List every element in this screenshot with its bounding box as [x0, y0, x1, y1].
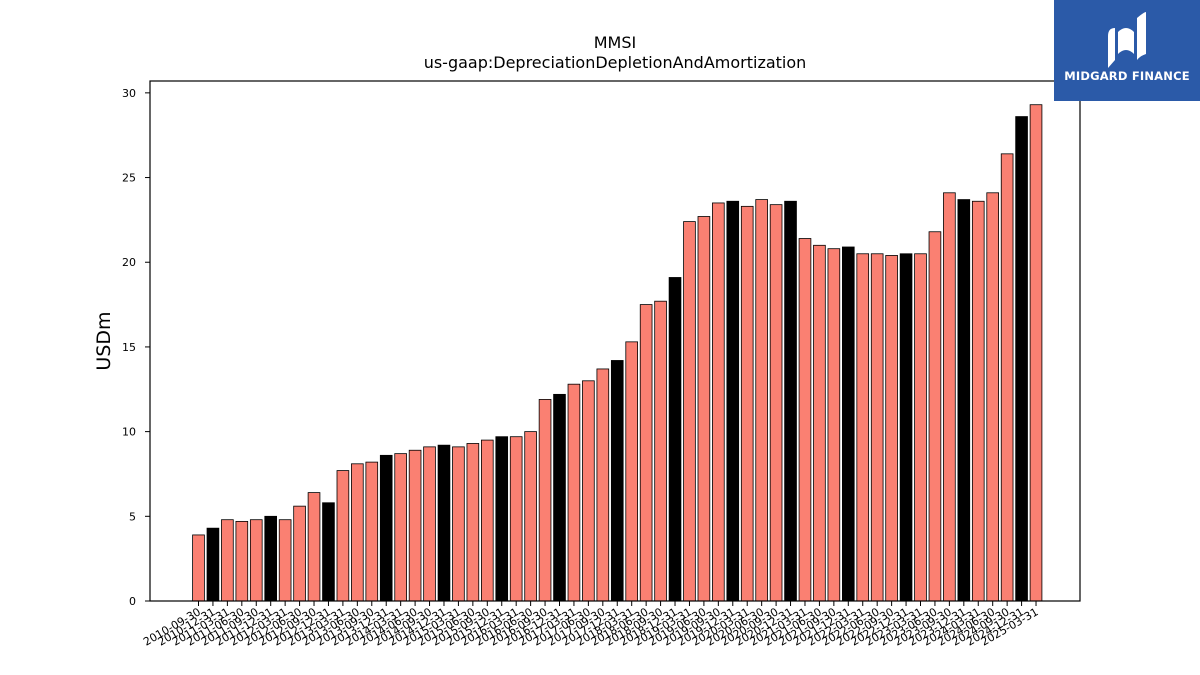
bar-2020-12-31: [784, 200, 797, 602]
bar-2021-03-31: [798, 238, 812, 602]
bar-2012-12-31: [322, 502, 335, 602]
bar-2019-12-31: [726, 200, 740, 602]
bar-2011-06-30: [235, 520, 249, 602]
bar-2021-09-30: [827, 248, 841, 602]
y-axis: 0 5 10 15 20 25 30: [122, 87, 150, 608]
bar-2020-03-31: [740, 205, 754, 602]
y-tick-label: 30: [122, 87, 136, 100]
bar-2024-03-31: [971, 200, 985, 602]
bar-2018-06-30: [639, 304, 653, 602]
bar-2011-09-30: [249, 519, 263, 602]
bar-2022-09-30: [885, 255, 898, 602]
bar-2023-06-30: [928, 231, 942, 602]
bar-2014-03-31: [394, 453, 407, 602]
bar-2024-06-30: [986, 192, 999, 602]
bar-2011-03-31: [221, 519, 234, 602]
bar-2018-09-30: [654, 300, 667, 602]
y-tick-label: 25: [122, 172, 136, 185]
bar-2016-06-30: [524, 431, 537, 602]
bar-2023-03-31: [914, 253, 927, 602]
bar-2022-03-31: [856, 253, 870, 602]
chart-subtitle: us-gaap:DepreciationDepletionAndAmortiza…: [424, 53, 807, 72]
bar-2013-03-31: [336, 470, 350, 602]
bar-2016-09-30: [538, 399, 552, 602]
bar-2015-09-30: [480, 439, 494, 602]
bar-2019-03-31: [683, 221, 696, 602]
x-axis: 2010-09-302010-12-312011-03-312011-06-30…: [141, 601, 1041, 649]
bar-2021-06-30: [813, 244, 826, 602]
bar-2017-09-30: [596, 368, 610, 602]
bar-2017-12-31: [610, 360, 624, 602]
bar-2023-12-31: [957, 199, 971, 602]
bar-2024-12-31: [1015, 116, 1028, 602]
y-tick-label: 20: [122, 256, 136, 269]
bar-2019-09-30: [712, 202, 725, 602]
bar-2012-06-30: [293, 505, 306, 602]
midgard-logo-icon: [1108, 12, 1146, 68]
bar-2025-03-31: [1029, 104, 1043, 602]
bar-2017-06-30: [582, 380, 595, 602]
bar-2013-12-31: [379, 454, 393, 602]
bar-2020-06-30: [755, 199, 768, 602]
logo-text: MIDGARD FINANCE: [1064, 69, 1190, 83]
bar-2018-03-31: [625, 341, 638, 602]
y-tick-label: 15: [122, 341, 136, 354]
bar-2016-03-31: [509, 436, 523, 602]
bar-2024-09-30: [1000, 153, 1014, 602]
y-tick-label: 10: [122, 426, 136, 439]
bar-2013-09-30: [365, 461, 379, 602]
bar-2010-09-30: [192, 534, 205, 602]
bar-2014-09-30: [423, 446, 436, 602]
bar-2012-09-30: [307, 492, 321, 602]
bar-2012-03-31: [278, 519, 292, 602]
bars-group: [192, 104, 1043, 602]
bar-2020-09-30: [769, 204, 783, 602]
bar-2017-03-31: [567, 383, 581, 602]
bar-2015-03-31: [452, 446, 465, 602]
bar-2013-06-30: [351, 463, 364, 602]
bar-2023-09-30: [943, 192, 956, 602]
bar-2015-06-30: [466, 443, 480, 602]
chart-title: MMSI: [594, 33, 636, 52]
midgard-finance-logo: MIDGARD FINANCE: [1054, 0, 1200, 101]
bar-2014-12-31: [437, 444, 451, 602]
y-axis-label: USDm: [93, 311, 115, 370]
bar-2019-06-30: [697, 216, 711, 602]
bar-2018-12-31: [668, 277, 682, 602]
bar-2022-12-31: [899, 253, 913, 602]
plot-frame: [149, 80, 1081, 602]
bar-2015-12-31: [495, 436, 509, 602]
bar-2011-12-31: [264, 515, 277, 602]
y-tick-label: 0: [129, 595, 136, 608]
y-tick-label: 5: [129, 510, 136, 523]
bar-2014-06-30: [408, 449, 422, 602]
bar-2016-12-31: [553, 393, 566, 602]
bar-2021-12-31: [842, 246, 855, 602]
bar-2022-06-30: [870, 253, 884, 602]
bar-2010-12-31: [206, 527, 220, 602]
